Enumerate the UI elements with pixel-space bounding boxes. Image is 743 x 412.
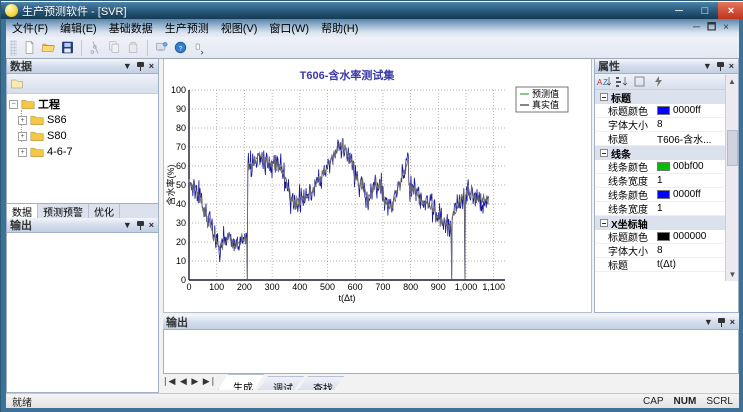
svg-text:10: 10: [176, 256, 186, 266]
svg-text:1,100: 1,100: [482, 282, 505, 292]
svg-text:800: 800: [403, 282, 418, 292]
svg-text:t(Δt): t(Δt): [338, 293, 355, 303]
svg-text:400: 400: [292, 282, 307, 292]
svg-text:20: 20: [176, 237, 186, 247]
svg-text:90: 90: [176, 104, 186, 114]
svg-text:80: 80: [176, 123, 186, 133]
svg-text:30: 30: [176, 218, 186, 228]
svg-text:含水率(%): 含水率(%): [165, 165, 176, 206]
svg-text:60: 60: [176, 161, 186, 171]
svg-text:700: 700: [375, 282, 390, 292]
svg-text:900: 900: [431, 282, 446, 292]
svg-text:600: 600: [348, 282, 363, 292]
svg-text:500: 500: [320, 282, 335, 292]
svg-text:0: 0: [186, 282, 191, 292]
svg-text:0: 0: [181, 275, 186, 285]
svg-text:预测值: 预测值: [532, 88, 559, 99]
svg-text:50: 50: [176, 180, 186, 190]
svg-text:300: 300: [265, 282, 280, 292]
svg-text:70: 70: [176, 142, 186, 152]
svg-text:真实值: 真实值: [532, 99, 559, 110]
svg-text:Z: Z: [603, 78, 608, 87]
svg-text:1,000: 1,000: [455, 282, 478, 292]
svg-text:100: 100: [209, 282, 224, 292]
svg-text:100: 100: [171, 85, 186, 95]
svg-text:T606-含水率测试集: T606-含水率测试集: [300, 68, 396, 82]
svg-text:40: 40: [176, 199, 186, 209]
svg-text:200: 200: [237, 282, 252, 292]
svg-text:?: ?: [179, 45, 183, 52]
